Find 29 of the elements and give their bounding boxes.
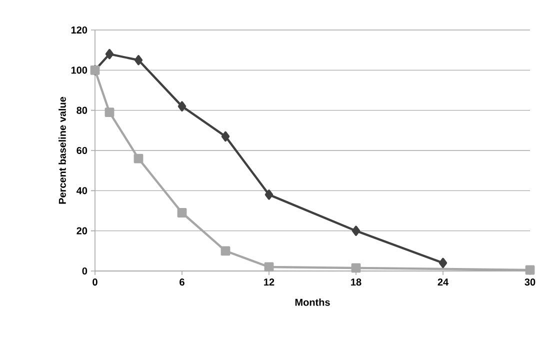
y-tick-label: 40 — [76, 187, 88, 194]
x-tick-label: 24 — [438, 278, 449, 286]
y-tick-label: 100 — [71, 66, 88, 74]
y-tick-label: 120 — [71, 26, 88, 34]
x-tick-label: 6 — [180, 278, 184, 286]
point — [264, 262, 274, 272]
point — [178, 101, 186, 112]
point — [104, 108, 114, 118]
point — [221, 131, 230, 142]
y-tick-label: 80 — [76, 106, 88, 114]
point — [134, 55, 143, 66]
point — [438, 258, 448, 268]
x-tick-label: 12 — [264, 278, 274, 286]
x-tick-label: 18 — [351, 278, 362, 286]
point — [351, 263, 361, 273]
x-axis-title: Months — [295, 298, 330, 306]
point — [352, 226, 360, 236]
point — [525, 265, 535, 275]
y-tick-label: 60 — [76, 146, 88, 154]
point — [105, 48, 114, 60]
point — [134, 154, 144, 164]
y-axis-title: Percent baseline value — [58, 96, 66, 204]
y-tick-label: 20 — [76, 227, 88, 234]
point — [264, 190, 274, 200]
x-tick-label: 0 — [92, 278, 98, 286]
y-tick-label: 0 — [82, 267, 88, 275]
x-tick-label: 30 — [524, 278, 536, 286]
point — [177, 208, 187, 218]
point — [220, 246, 230, 256]
